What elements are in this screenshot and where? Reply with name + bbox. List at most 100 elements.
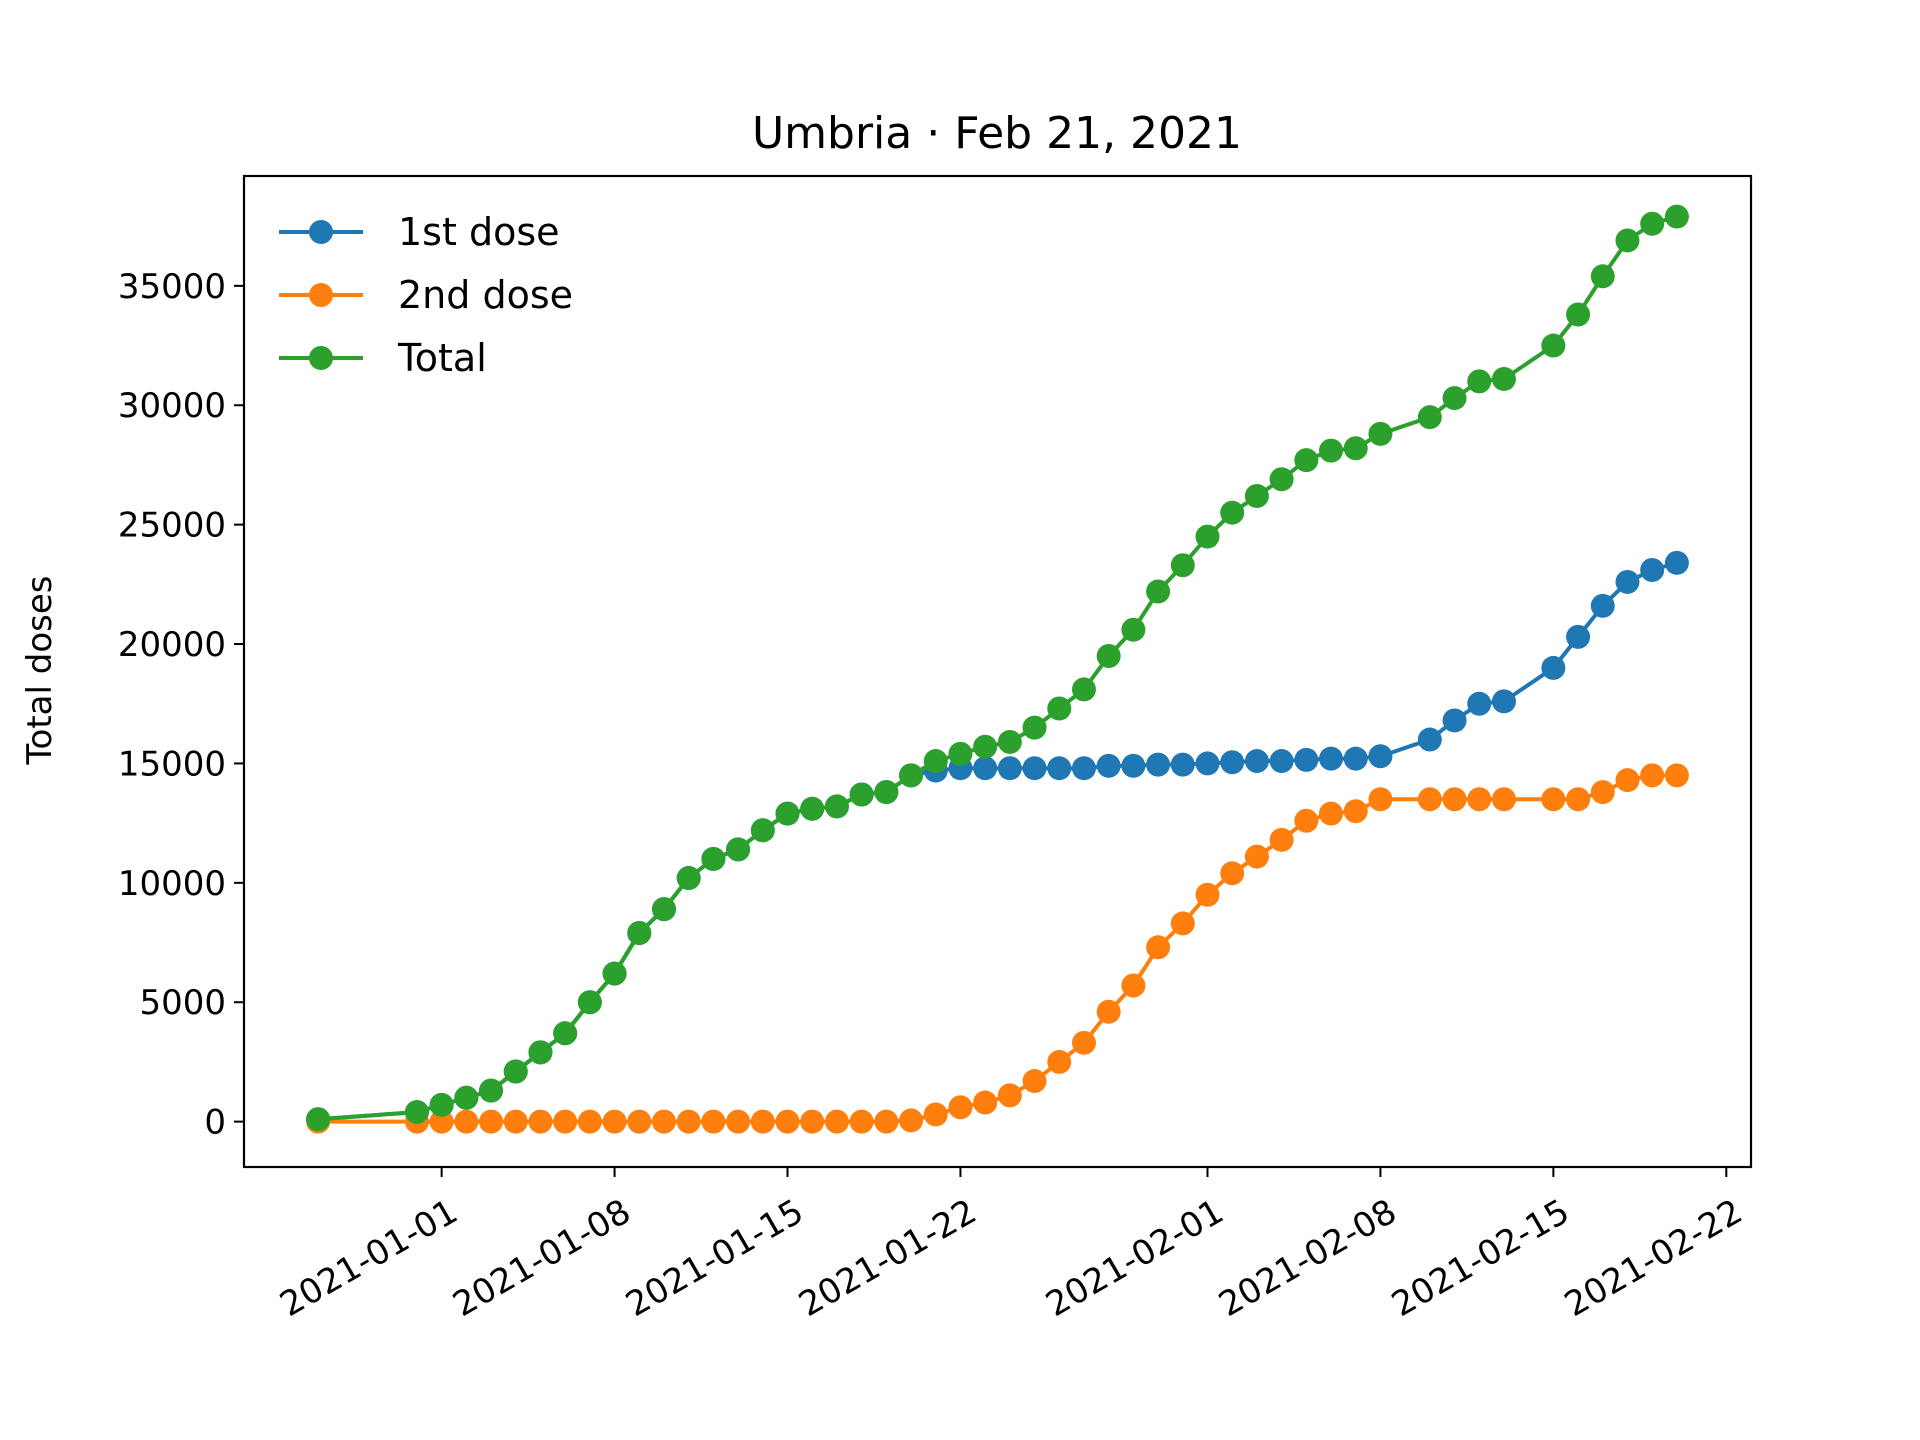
data-point [1096,999,1121,1024]
x-tick-label: 2021-01-22 [792,1192,983,1325]
series-2nd-dose [306,763,1689,1134]
legend: 1st dose 2nd dose Total [279,210,573,380]
data-point [726,1109,751,1134]
data-point [1146,579,1171,604]
data-point [824,794,849,819]
data-point [577,990,602,1015]
data-point [775,1109,800,1134]
data-point [1195,751,1220,776]
data-point [429,1092,454,1117]
x-tick-label: 2021-01-15 [619,1192,810,1325]
data-point [923,749,948,774]
data-point [1022,715,1047,740]
data-point [1343,799,1368,824]
data-point [1541,655,1566,680]
legend-label: 1st dose [398,210,560,254]
data-point [800,1109,825,1134]
data-point [454,1109,479,1134]
x-tick-label: 2021-02-15 [1385,1192,1576,1325]
data-point [1319,801,1344,826]
data-point [627,1109,652,1134]
data-point [899,1108,924,1133]
data-point [1566,787,1591,812]
data-point [479,1078,504,1103]
data-point [1343,746,1368,771]
data-point [1442,386,1467,411]
data-point [997,1083,1022,1108]
data-point [404,1100,429,1125]
legend-marker [309,346,333,370]
data-point [1096,753,1121,778]
data-point [1220,750,1245,775]
data-point [651,1109,676,1134]
legend-item: 2nd dose [279,273,573,317]
data-point [1467,369,1492,394]
data-point [1269,827,1294,852]
series-layer [306,204,1689,1134]
data-point [479,1109,504,1134]
data-point [1269,749,1294,774]
data-point [1170,911,1195,936]
data-point [528,1040,553,1065]
data-point [503,1109,528,1134]
data-point [1491,689,1516,714]
data-point [1319,746,1344,771]
data-point [1071,677,1096,702]
data-point [1121,753,1146,778]
data-point [1566,624,1591,649]
x-tick-label: 2021-01-01 [273,1192,464,1325]
data-point [1121,973,1146,998]
data-point [973,734,998,759]
data-point [849,1109,874,1134]
y-tick-label: 20000 [118,625,226,665]
series-total [306,204,1689,1132]
data-point [899,763,924,788]
data-point [1664,763,1689,788]
data-point [997,756,1022,781]
data-point [1096,643,1121,668]
data-point [1590,593,1615,618]
data-point [1640,558,1665,583]
data-point [306,1107,331,1132]
data-point [553,1021,578,1046]
data-point [553,1109,578,1134]
data-point [1491,787,1516,812]
series-1st-dose [306,550,1689,1132]
data-point [1071,1030,1096,1055]
x-tick-label: 2021-02-22 [1558,1192,1749,1325]
data-point [1467,691,1492,716]
data-point [973,756,998,781]
data-point [1220,500,1245,525]
data-point [1244,483,1269,508]
x-tick-label: 2021-02-01 [1039,1192,1230,1325]
data-point [874,1109,899,1134]
data-point [1071,756,1096,781]
x-tick-label: 2021-01-08 [446,1192,637,1325]
data-point [676,1109,701,1134]
data-point [1220,861,1245,886]
y-tick-label: 15000 [118,744,226,784]
legend-label: 2nd dose [398,273,573,317]
data-point [651,897,676,922]
data-point [602,1109,627,1134]
data-point [1047,1049,1072,1074]
data-point [800,796,825,821]
data-point [1640,763,1665,788]
data-point [726,837,751,862]
data-point [1146,752,1171,777]
y-tick-label: 30000 [118,386,226,426]
data-point [1417,787,1442,812]
data-point [1417,405,1442,430]
data-point [676,866,701,891]
data-point [1566,302,1591,327]
data-point [1590,780,1615,805]
data-point [1442,708,1467,733]
data-point [849,782,874,807]
y-tick-label: 5000 [139,983,226,1023]
series-line [317,214,1678,1122]
data-point [1343,436,1368,461]
data-point [701,846,726,871]
legend-item: Total [279,336,487,380]
data-point [1615,569,1640,594]
